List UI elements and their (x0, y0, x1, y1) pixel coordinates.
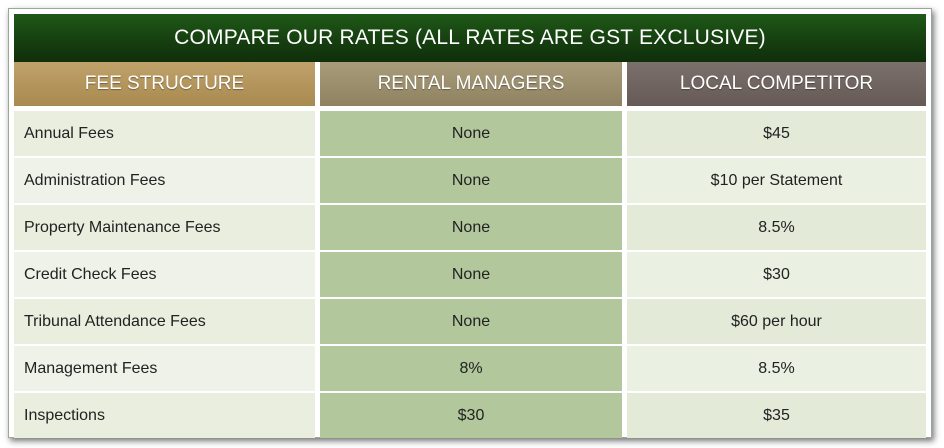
table-row: Annual Fees None $45 (14, 111, 926, 156)
local-competitor-rate: $10 per Statement (627, 158, 926, 203)
local-competitor-rate: 8.5% (627, 205, 926, 250)
fee-name: Management Fees (14, 346, 315, 391)
local-competitor-rate: $45 (627, 111, 926, 156)
rental-managers-rate: None (320, 252, 622, 297)
rental-managers-rate: 8% (320, 346, 622, 391)
header-local-competitor: LOCAL COMPETITOR (627, 62, 926, 106)
rental-managers-rate: $30 (320, 393, 622, 438)
table-title: COMPARE OUR RATES (ALL RATES ARE GST EXC… (14, 14, 926, 62)
rental-managers-rate: None (320, 299, 622, 344)
rental-managers-rate: None (320, 111, 622, 156)
rates-comparison-table: COMPARE OUR RATES (ALL RATES ARE GST EXC… (8, 8, 932, 438)
table-row: Property Maintenance Fees None 8.5% (14, 205, 926, 250)
table-row: Credit Check Fees None $30 (14, 252, 926, 297)
fee-name: Administration Fees (14, 158, 315, 203)
fee-name: Inspections (14, 393, 315, 438)
fee-name: Credit Check Fees (14, 252, 315, 297)
table-row: Inspections $30 $35 (14, 393, 926, 438)
header-rental-managers: RENTAL MANAGERS (320, 62, 622, 106)
table-row: Tribunal Attendance Fees None $60 per ho… (14, 299, 926, 344)
local-competitor-rate: $35 (627, 393, 926, 438)
fee-name: Annual Fees (14, 111, 315, 156)
fee-name: Tribunal Attendance Fees (14, 299, 315, 344)
local-competitor-rate: $30 (627, 252, 926, 297)
rental-managers-rate: None (320, 158, 622, 203)
header-fee-structure: FEE STRUCTURE (14, 62, 315, 106)
fee-name: Property Maintenance Fees (14, 205, 315, 250)
table-row: Administration Fees None $10 per Stateme… (14, 158, 926, 203)
table-row: Management Fees 8% 8.5% (14, 346, 926, 391)
local-competitor-rate: $60 per hour (627, 299, 926, 344)
rental-managers-rate: None (320, 205, 622, 250)
local-competitor-rate: 8.5% (627, 346, 926, 391)
